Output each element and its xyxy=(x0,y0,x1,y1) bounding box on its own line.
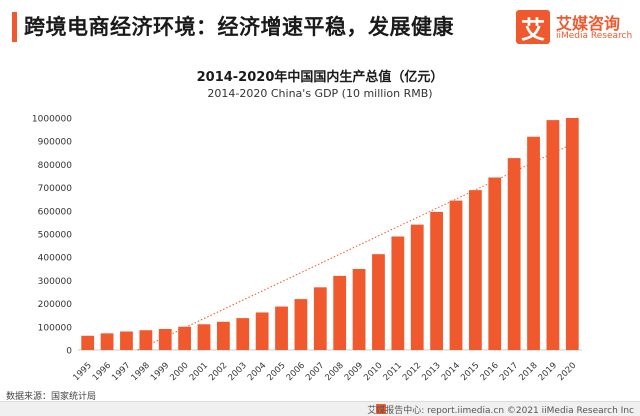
x-tick-label: 2014 xyxy=(440,361,462,383)
footer-bar: 艾媒报告中心: report.iimedia.cn ©2021 iiMedia … xyxy=(0,402,640,416)
page-title: 跨境电商经济环境：经济增速平稳，发展健康 xyxy=(24,15,454,39)
y-tick-label: 700000 xyxy=(38,184,73,194)
logo-text-en: iiMedia Research xyxy=(556,31,633,41)
x-tick-label: 2007 xyxy=(304,361,326,383)
x-tick-label: 2006 xyxy=(285,361,307,383)
bar-2019 xyxy=(546,120,560,350)
y-tick-label: 400000 xyxy=(38,254,73,264)
bar-2006 xyxy=(294,299,308,350)
x-tick-label: 1997 xyxy=(110,361,132,383)
bar-1996 xyxy=(100,333,114,350)
x-tick-label: 2009 xyxy=(343,361,365,383)
x-tick-label: 2011 xyxy=(382,361,404,383)
x-tick-label: 2018 xyxy=(517,361,539,383)
bar-2013 xyxy=(430,211,444,350)
bar-2009 xyxy=(352,269,366,350)
footer-credit: 艾媒报告中心: report.iimedia.cn ©2021 iiMedia … xyxy=(367,406,634,416)
x-tick-label: 1999 xyxy=(149,361,171,383)
x-tick-label: 2001 xyxy=(188,361,210,383)
iimedia-logo: 艾 艾媒咨询 iiMedia Research xyxy=(516,10,634,46)
x-tick-label: 1995 xyxy=(71,361,93,383)
y-tick-label: 300000 xyxy=(38,277,73,287)
y-tick-label: 800000 xyxy=(38,161,73,171)
bar-2018 xyxy=(527,136,540,350)
chart-title: 2014-2020年中国国内生产总值（亿元） xyxy=(196,70,444,85)
x-tick-label: 2000 xyxy=(168,361,190,383)
logo-mark: 艾 xyxy=(516,10,550,44)
y-tick-label: 1000000 xyxy=(32,115,72,125)
x-tick-label: 2012 xyxy=(401,361,423,383)
bar-1998 xyxy=(139,330,153,350)
x-tick-label: 2005 xyxy=(265,361,287,383)
x-tick-label: 2010 xyxy=(362,361,384,383)
bar-2008 xyxy=(333,275,347,350)
bar-1995 xyxy=(81,335,95,350)
title-accent-bar xyxy=(12,12,17,42)
bar-2002 xyxy=(216,321,230,350)
bar-2005 xyxy=(275,306,288,350)
bar-2020 xyxy=(565,118,579,350)
bar-2014 xyxy=(449,200,463,350)
bar-2015 xyxy=(468,190,482,350)
bar-2017 xyxy=(507,158,521,350)
bar-2011 xyxy=(391,236,405,350)
bar-2000 xyxy=(178,326,192,350)
y-tick-label: 500000 xyxy=(38,231,73,241)
y-tick-label: 0 xyxy=(66,347,72,357)
bar-2012 xyxy=(410,224,424,350)
logo-text-cn: 艾媒咨询 xyxy=(556,14,621,33)
y-tick-label: 900000 xyxy=(38,138,73,148)
chart-subtitle: 2014-2020 China's GDP (10 million RMB) xyxy=(207,87,433,100)
y-tick-label: 100000 xyxy=(38,323,73,333)
data-source: 数据来源：国家统计局 xyxy=(6,392,97,402)
x-tick-label: 2019 xyxy=(537,361,559,383)
x-tick-label: 2004 xyxy=(246,361,268,383)
y-tick-label: 600000 xyxy=(38,207,73,217)
x-tick-label: 2017 xyxy=(498,361,520,383)
x-tick-label: 2008 xyxy=(323,361,345,383)
x-tick-label: 2003 xyxy=(227,361,249,383)
x-tick-label: 2020 xyxy=(556,361,578,383)
bar-2004 xyxy=(255,312,269,350)
x-tick-label: 2013 xyxy=(420,361,442,383)
bar-2016 xyxy=(488,177,502,350)
bar-2007 xyxy=(313,287,327,350)
footer-divider xyxy=(0,401,640,402)
bar-2003 xyxy=(236,318,250,350)
y-tick-label: 200000 xyxy=(38,300,73,310)
bar-2001 xyxy=(197,324,211,350)
x-tick-label: 2002 xyxy=(207,361,229,383)
bar-2010 xyxy=(372,254,385,350)
x-tick-label: 1998 xyxy=(130,361,152,383)
bar-1997 xyxy=(120,331,133,350)
x-tick-label: 2015 xyxy=(459,361,481,383)
x-tick-label: 1996 xyxy=(91,361,113,383)
x-tick-label: 2016 xyxy=(479,361,501,383)
bar-1999 xyxy=(158,328,172,350)
footer-logo-icon xyxy=(376,404,386,414)
